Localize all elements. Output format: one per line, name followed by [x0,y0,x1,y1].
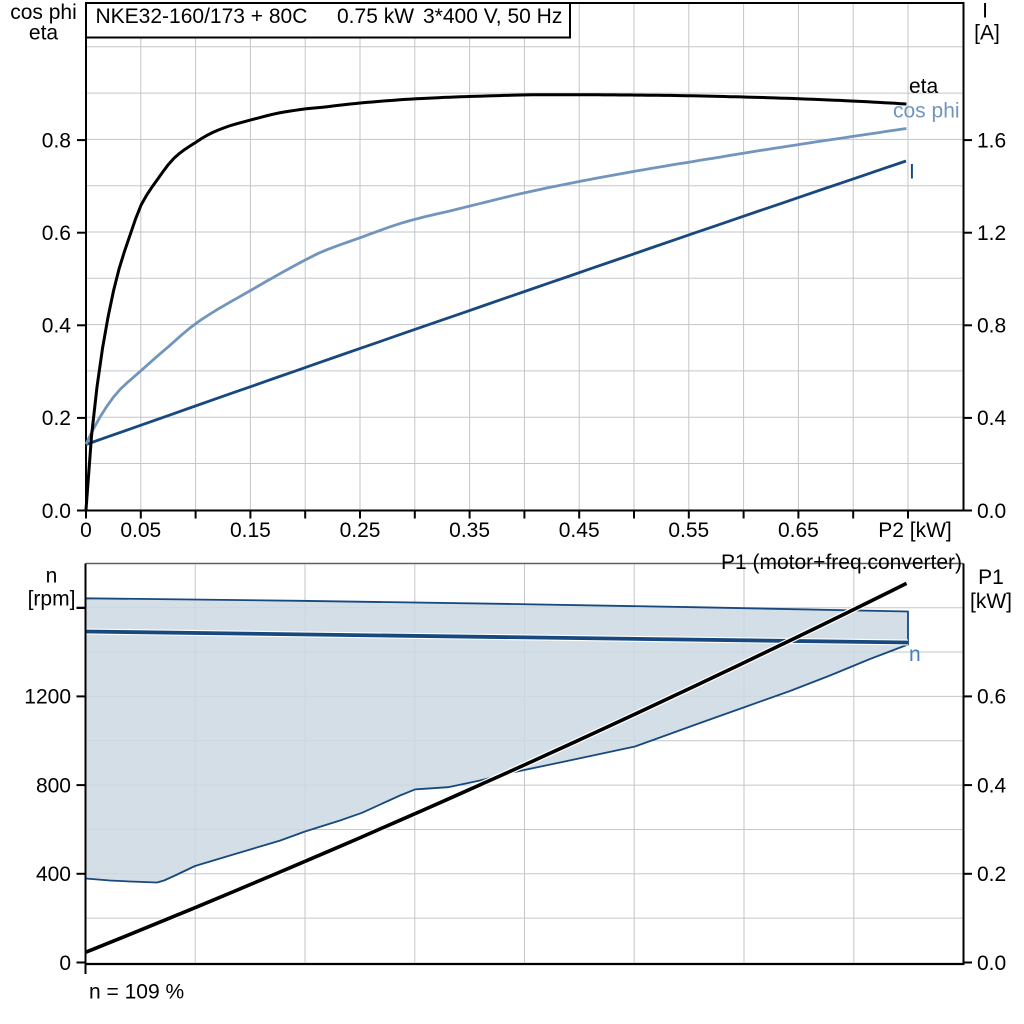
svg-text:0.0: 0.0 [977,952,1006,975]
svg-text:I: I [909,161,915,184]
svg-text:[rpm]: [rpm] [28,588,76,611]
svg-text:eta: eta [909,75,939,98]
svg-text:0.6: 0.6 [977,686,1006,709]
svg-text:400: 400 [36,863,71,886]
svg-text:eta: eta [29,22,59,45]
svg-text:0.45: 0.45 [559,519,600,542]
svg-text:800: 800 [36,774,71,797]
svg-text:0.65: 0.65 [778,519,819,542]
svg-text:0.75 kW: 0.75 kW [337,5,414,28]
svg-text:1200: 1200 [24,686,71,709]
svg-text:P1 (motor+freq.converter): P1 (motor+freq.converter) [721,551,962,574]
svg-text:0.05: 0.05 [120,519,161,542]
svg-text:0: 0 [80,519,92,542]
svg-text:[A]: [A] [974,22,1000,45]
svg-text:I: I [982,0,988,23]
svg-text:0.8: 0.8 [977,315,1006,338]
svg-text:cos phi: cos phi [893,100,960,123]
svg-text:[kW]: [kW] [970,590,1012,613]
svg-text:0.4: 0.4 [42,315,72,338]
svg-text:n: n [909,643,921,666]
svg-text:0.0: 0.0 [977,500,1006,523]
svg-text:0.0: 0.0 [42,500,71,523]
svg-text:0.2: 0.2 [977,863,1006,886]
svg-text:0: 0 [59,952,71,975]
svg-text:0.25: 0.25 [340,519,381,542]
svg-text:0.4: 0.4 [977,407,1007,430]
svg-text:0.15: 0.15 [230,519,271,542]
svg-text:1.2: 1.2 [977,222,1006,245]
svg-text:NKE32-160/173 + 80C: NKE32-160/173 + 80C [96,5,308,28]
svg-text:0.6: 0.6 [42,222,71,245]
svg-text:0.8: 0.8 [42,129,71,152]
svg-text:P1: P1 [978,566,1004,589]
svg-text:0.55: 0.55 [668,519,709,542]
svg-text:n = 109 %: n = 109 % [89,981,184,1004]
svg-text:P2 [kW]: P2 [kW] [878,519,952,542]
svg-text:1.6: 1.6 [977,129,1006,152]
svg-text:0.35: 0.35 [449,519,490,542]
svg-text:0.2: 0.2 [42,407,71,430]
svg-text:0.4: 0.4 [977,774,1007,797]
svg-text:3*400 V, 50 Hz: 3*400 V, 50 Hz [423,5,562,28]
svg-text:cos phi: cos phi [10,1,77,24]
svg-text:n: n [46,565,58,588]
